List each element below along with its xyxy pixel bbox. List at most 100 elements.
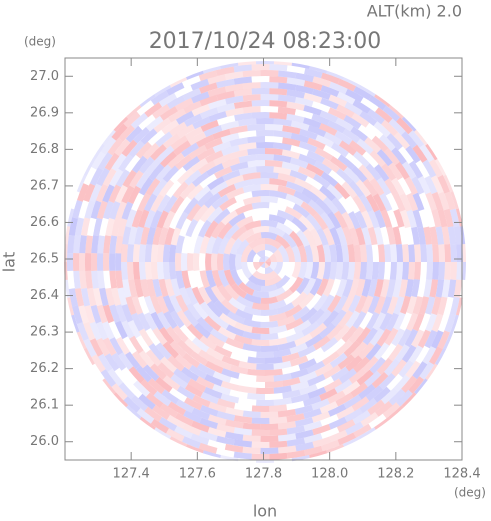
echo-cell bbox=[251, 177, 270, 185]
echo-cell bbox=[256, 129, 274, 137]
echo-cell bbox=[319, 110, 339, 123]
echo-cell bbox=[334, 130, 353, 145]
echo-cell bbox=[342, 380, 361, 396]
echo-cell bbox=[96, 167, 110, 187]
echo-cell bbox=[453, 279, 463, 298]
echo-cell bbox=[140, 279, 150, 298]
echo-cell bbox=[92, 363, 105, 381]
echo-cell bbox=[399, 193, 412, 212]
echo-cell bbox=[361, 278, 372, 298]
echo-cell bbox=[323, 364, 342, 380]
echo-cell bbox=[128, 140, 145, 158]
echo-cell bbox=[379, 193, 393, 212]
echo-cell bbox=[315, 134, 334, 148]
echo-cell bbox=[430, 330, 444, 349]
echo-cell bbox=[367, 226, 378, 246]
echo-cell bbox=[431, 313, 444, 333]
echo-cell bbox=[230, 269, 243, 286]
echo-cell bbox=[322, 351, 340, 366]
echo-cell bbox=[139, 262, 147, 280]
echo-cell bbox=[334, 182, 351, 200]
echo-cell bbox=[121, 304, 134, 323]
echo-cell bbox=[362, 151, 379, 168]
echo-cell bbox=[361, 226, 372, 246]
echo-cell bbox=[358, 164, 375, 182]
echo-cell bbox=[444, 262, 451, 280]
echo-cell bbox=[93, 217, 103, 237]
echo-cell bbox=[147, 378, 165, 395]
echo-cell bbox=[159, 326, 175, 345]
echo-cell bbox=[179, 287, 192, 306]
echo-cell bbox=[248, 274, 265, 287]
echo-cell bbox=[401, 392, 417, 408]
echo-cell bbox=[414, 129, 428, 146]
echo-cell bbox=[251, 326, 270, 335]
echo-cell bbox=[133, 127, 150, 144]
echo-cell bbox=[202, 66, 221, 74]
echo-cell bbox=[337, 154, 356, 170]
echo-cell bbox=[359, 398, 378, 414]
echo-cell bbox=[298, 215, 315, 232]
echo-cell bbox=[225, 107, 244, 117]
echo-cell bbox=[408, 160, 424, 179]
echo-cell bbox=[437, 296, 448, 316]
echo-cell bbox=[273, 397, 292, 406]
echo-cell bbox=[265, 392, 283, 400]
echo-cell bbox=[142, 142, 160, 160]
echo-cell bbox=[114, 184, 128, 204]
echo-cell bbox=[128, 366, 145, 384]
echo-cell bbox=[183, 197, 199, 215]
echo-cell bbox=[320, 414, 339, 427]
echo-cell bbox=[336, 104, 355, 118]
echo-cell bbox=[156, 295, 169, 314]
echo-cell bbox=[308, 308, 325, 325]
echo-cell bbox=[196, 147, 216, 161]
echo-cell bbox=[67, 235, 75, 254]
echo-cell bbox=[131, 209, 143, 228]
echo-cell bbox=[231, 283, 247, 299]
echo-cell bbox=[169, 436, 188, 447]
echo-cell bbox=[208, 111, 227, 123]
echo-cell bbox=[216, 435, 235, 446]
echo-cell bbox=[113, 392, 129, 408]
echo-cell bbox=[109, 270, 118, 289]
echo-cell bbox=[348, 368, 367, 384]
echo-cell bbox=[152, 278, 163, 298]
echo-cell bbox=[277, 173, 297, 184]
echo-cell bbox=[351, 165, 368, 183]
echo-cell bbox=[68, 217, 78, 236]
echo-cell bbox=[230, 352, 249, 363]
echo-cell bbox=[277, 409, 296, 418]
echo-cell bbox=[130, 395, 149, 412]
echo-cell bbox=[377, 244, 386, 262]
echo-cell bbox=[150, 209, 163, 229]
echo-cell bbox=[281, 149, 301, 160]
echo-cell bbox=[225, 174, 244, 187]
echo-cell bbox=[221, 298, 238, 314]
echo-cell bbox=[95, 321, 109, 341]
echo-cell bbox=[203, 125, 223, 138]
echo-cell bbox=[283, 219, 301, 234]
echo-cell bbox=[205, 163, 224, 177]
echo-cell bbox=[121, 185, 135, 204]
echo-cell bbox=[77, 322, 89, 341]
echo-cell bbox=[391, 147, 407, 165]
echo-cell bbox=[233, 64, 252, 73]
echo-cell bbox=[217, 269, 230, 288]
echo-cell bbox=[228, 297, 246, 312]
echo-cell bbox=[379, 134, 396, 152]
echo-cell bbox=[449, 296, 460, 316]
echo-cell bbox=[114, 138, 131, 157]
echo-cell bbox=[419, 144, 435, 163]
echo-cell bbox=[170, 310, 185, 329]
echo-cell bbox=[277, 315, 296, 327]
echo-cell bbox=[338, 368, 357, 384]
echo-cell bbox=[170, 373, 189, 389]
echo-cell bbox=[260, 296, 278, 305]
echo-cell bbox=[417, 175, 431, 195]
echo-cell bbox=[118, 352, 134, 370]
echo-cell bbox=[160, 356, 177, 373]
echo-cell bbox=[144, 406, 163, 422]
echo-cell bbox=[236, 239, 250, 256]
echo-cell bbox=[140, 128, 158, 145]
